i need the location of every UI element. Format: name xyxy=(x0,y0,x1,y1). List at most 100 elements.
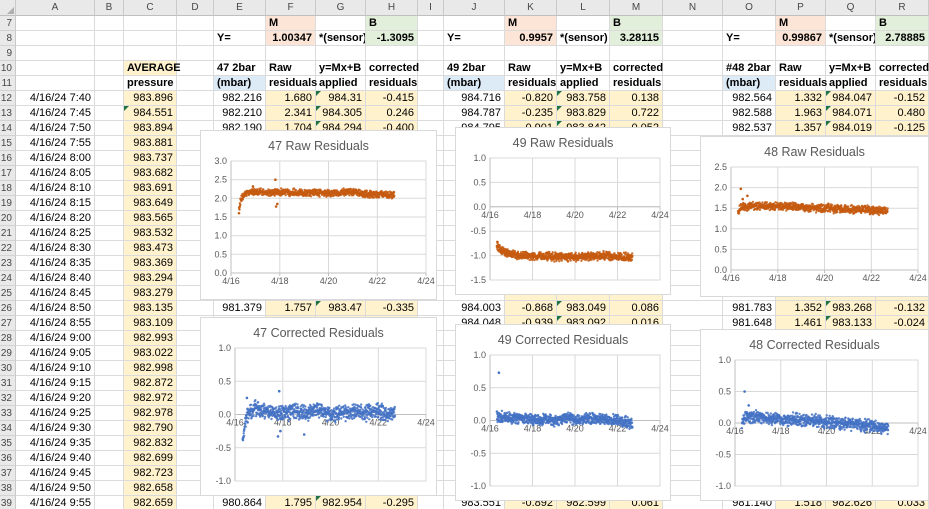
cell-I8[interactable] xyxy=(418,31,444,46)
cell-C23[interactable]: 983.369 xyxy=(124,256,177,271)
cell-B25[interactable] xyxy=(95,286,124,301)
cell-Q12[interactable]: 984.047 xyxy=(826,91,876,106)
cell-I13[interactable] xyxy=(418,106,444,121)
cell-G11[interactable]: applied xyxy=(316,76,366,91)
cell-B31[interactable] xyxy=(95,376,124,391)
cell-F11[interactable]: residuals xyxy=(266,76,317,91)
cell-F26[interactable]: 1.757 xyxy=(266,301,316,316)
cell-D11[interactable] xyxy=(177,76,214,91)
cell-F39[interactable]: 1.795 xyxy=(266,496,316,509)
cell-P10[interactable]: Raw xyxy=(776,61,826,76)
cell-C31[interactable]: 982.872 xyxy=(124,376,177,391)
cell-C25[interactable]: 983.279 xyxy=(124,286,177,301)
cell-A26[interactable]: 4/16/24 8:50 xyxy=(16,301,95,316)
cell-C8[interactable] xyxy=(124,31,177,46)
column-header-I[interactable]: I xyxy=(418,0,444,16)
cell-P14[interactable]: 1.357 xyxy=(776,121,826,136)
row-header-19[interactable]: 19 xyxy=(0,196,16,211)
cell-C21[interactable]: 983.532 xyxy=(124,226,177,241)
cell-R12[interactable]: -0.152 xyxy=(876,91,929,106)
cell-D13[interactable] xyxy=(177,106,214,121)
row-header-22[interactable]: 22 xyxy=(0,241,16,256)
cell-E12[interactable]: 982.216 xyxy=(214,91,266,106)
cell-P13[interactable]: 1.963 xyxy=(776,106,826,121)
row-header-25[interactable]: 25 xyxy=(0,286,16,301)
cell-G7[interactable] xyxy=(316,16,366,31)
cell-A33[interactable]: 4/16/24 9:25 xyxy=(16,406,95,421)
row-header-31[interactable]: 31 xyxy=(0,376,16,391)
cell-P12[interactable]: 1.332 xyxy=(776,91,826,106)
cell-A9[interactable] xyxy=(16,46,95,61)
row-header-12[interactable]: 12 xyxy=(0,91,16,106)
cell-A7[interactable] xyxy=(16,16,95,31)
column-header-M[interactable]: M xyxy=(610,0,663,16)
cell-C20[interactable]: 983.565 xyxy=(124,211,177,226)
cell-B9[interactable] xyxy=(95,46,124,61)
cell-A10[interactable] xyxy=(16,61,95,76)
row-header-29[interactable]: 29 xyxy=(0,346,16,361)
cell-A24[interactable]: 4/16/24 8:40 xyxy=(16,271,95,286)
cell-F8[interactable]: 1.00347 xyxy=(266,31,316,46)
cell-J9[interactable] xyxy=(444,46,505,61)
cell-J7[interactable] xyxy=(444,16,505,31)
cell-A25[interactable]: 4/16/24 8:45 xyxy=(16,286,95,301)
cell-P7[interactable]: M xyxy=(776,16,826,31)
cell-J13[interactable]: 984.787 xyxy=(444,106,505,121)
cell-P11[interactable]: residuals xyxy=(776,76,827,91)
cell-C34[interactable]: 982.790 xyxy=(124,421,177,436)
cell-A32[interactable]: 4/16/24 9:20 xyxy=(16,391,95,406)
cell-B24[interactable] xyxy=(95,271,124,286)
cell-B21[interactable] xyxy=(95,226,124,241)
row-header-7[interactable]: 7 xyxy=(0,16,16,31)
cell-A18[interactable]: 4/16/24 8:10 xyxy=(16,181,95,196)
cell-A13[interactable]: 4/16/24 7:45 xyxy=(16,106,95,121)
select-all-corner[interactable] xyxy=(0,0,16,16)
chart-47-raw-residuals[interactable]: 0.0 0.5 1.0 1.5 2.0 2.5 3.0 4/16 4/18 4/20 4/22 4/2… xyxy=(200,130,437,300)
cell-N26[interactable] xyxy=(663,301,723,316)
cell-G8[interactable]: *(sensor) + xyxy=(316,31,366,46)
row-header-11[interactable]: 11 xyxy=(0,76,16,91)
cell-C32[interactable]: 982.972 xyxy=(124,391,177,406)
row-header-20[interactable]: 20 xyxy=(0,211,16,226)
cell-N27[interactable] xyxy=(663,316,723,331)
row-header-38[interactable]: 38 xyxy=(0,481,16,496)
cell-L8[interactable]: *(sensor) + xyxy=(557,31,610,46)
cell-H12[interactable]: -0.415 xyxy=(366,91,418,106)
cell-L26[interactable]: 983.049 xyxy=(557,301,610,316)
row-header-32[interactable]: 32 xyxy=(0,391,16,406)
cell-I11[interactable] xyxy=(418,76,444,91)
cell-D12[interactable] xyxy=(177,91,214,106)
cell-O11[interactable]: (mbar) xyxy=(723,76,776,91)
cell-H7[interactable]: B xyxy=(366,16,418,31)
cell-Q9[interactable] xyxy=(826,46,876,61)
cell-F7[interactable]: M xyxy=(266,16,316,31)
cell-B27[interactable] xyxy=(95,316,124,331)
column-header-B[interactable]: B xyxy=(95,0,124,16)
row-header-16[interactable]: 16 xyxy=(0,151,16,166)
cell-N11[interactable] xyxy=(663,76,723,91)
cell-L12[interactable]: 983.758 xyxy=(557,91,610,106)
column-header-O[interactable]: O xyxy=(723,0,776,16)
cell-A34[interactable]: 4/16/24 9:30 xyxy=(16,421,95,436)
cell-O13[interactable]: 982.588 xyxy=(723,106,776,121)
column-header-E[interactable]: E xyxy=(214,0,266,16)
cell-B18[interactable] xyxy=(95,181,124,196)
cell-G9[interactable] xyxy=(316,46,366,61)
column-header-N[interactable]: N xyxy=(663,0,723,16)
row-header-39[interactable]: 39 xyxy=(0,496,16,509)
cell-M12[interactable]: 0.138 xyxy=(610,91,663,106)
cell-C33[interactable]: 982.978 xyxy=(124,406,177,421)
row-header-14[interactable]: 14 xyxy=(0,121,16,136)
cell-C9[interactable] xyxy=(124,46,177,61)
cell-E39[interactable]: 980.864 xyxy=(214,496,266,509)
cell-J12[interactable]: 984.716 xyxy=(444,91,505,106)
cell-L10[interactable]: y=Mx+B xyxy=(557,61,610,76)
cell-P26[interactable]: 1.352 xyxy=(776,301,826,316)
cell-C12[interactable]: 983.896 xyxy=(124,91,177,106)
cell-C19[interactable]: 983.649 xyxy=(124,196,177,211)
cell-C14[interactable]: 983.894 xyxy=(124,121,177,136)
chart-49-corrected-residuals[interactable]: -1.0 -0.5 0.0 0.5 1.0 4/16 4/18 4/20 4/22 4/24 49 … xyxy=(455,324,671,501)
cell-J10[interactable]: 49 2bar xyxy=(444,61,505,76)
cell-E11[interactable]: (mbar) xyxy=(214,76,266,91)
cell-A27[interactable]: 4/16/24 8:55 xyxy=(16,316,95,331)
